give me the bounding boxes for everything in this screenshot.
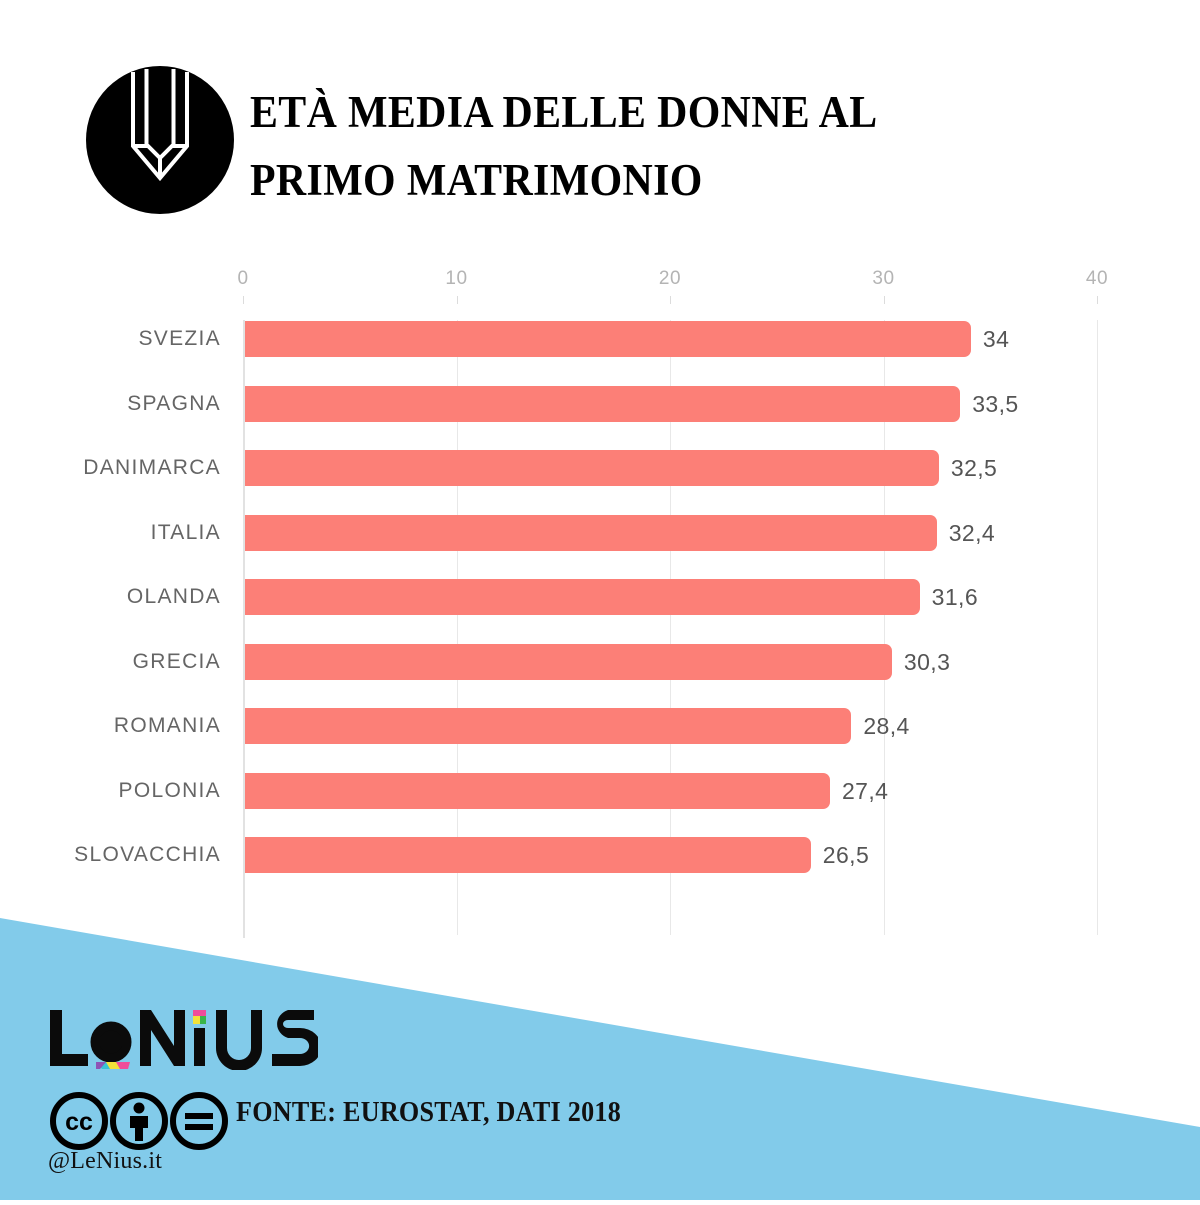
- bar-value-label: 32,4: [948, 519, 996, 546]
- footer: [0, 900, 1200, 1200]
- bar-value-label: 28,4: [863, 713, 910, 739]
- bar[interactable]: [245, 772, 830, 809]
- page-title: ETÀ MEDIA DELLE DONNE AL PRIMO MATRIMONI…: [250, 87, 876, 205]
- bar-category-label: ROMANIA: [113, 714, 221, 737]
- xtick-label-10: 10: [445, 268, 468, 289]
- bar-value-label: 34: [982, 326, 1010, 352]
- site-handle: @LeNius.it: [48, 1148, 163, 1174]
- plot-area: 0 10 20 30 40 SVEZIA 34 SPAGNA 33,5 DANIMARCA 32,5…: [74, 268, 1108, 938]
- creative-commons-icon: cc: [50, 1092, 108, 1150]
- svg-text:cc: cc: [65, 1108, 93, 1136]
- bar-row: OLANDA 31,6: [127, 579, 1097, 615]
- bar-category-label: SLOVACCHIA: [74, 843, 221, 866]
- header: ETÀ MEDIA DELLE DONNE AL PRIMO MATRIMONI…: [0, 0, 1200, 250]
- bar[interactable]: [245, 708, 852, 744]
- bar-category-label: SVEZIA: [138, 327, 221, 350]
- bar-value-label: 26,5: [822, 842, 870, 868]
- bar-row: SVEZIA 34: [139, 321, 1097, 357]
- attribution-person-icon: [110, 1092, 168, 1150]
- xtick-label-40: 40: [1085, 268, 1109, 289]
- lenius-wordmark-logo-icon[interactable]: [48, 1008, 322, 1071]
- bar[interactable]: [245, 514, 937, 551]
- bar[interactable]: [245, 579, 920, 615]
- xtick-label-20: 20: [658, 268, 682, 289]
- xtick-label-0: 0: [237, 268, 249, 289]
- bar-value-label: 31,6: [931, 584, 979, 610]
- xtick-mark-0: [243, 296, 244, 304]
- bar-row: POLONIA 27,4: [119, 772, 1097, 809]
- bar-row: SPAGNA 33,5: [127, 385, 1097, 422]
- bar-row: ROMANIA 28,4: [114, 708, 1097, 744]
- footer-diagonal-background: [0, 900, 1200, 1200]
- bar-category-label: OLANDA: [126, 585, 221, 608]
- bar-value-label: 32,5: [950, 455, 998, 481]
- bar-category-label: SPAGNA: [127, 391, 221, 415]
- xtick-mark-40: [1097, 296, 1098, 304]
- source-caption: FONTE: EUROSTAT, DATI 2018: [236, 1096, 622, 1128]
- xtick-label-30: 30: [872, 268, 895, 289]
- creative-commons-license-icons: cc: [50, 1092, 230, 1150]
- bar-row: GRECIA 30,3: [133, 643, 1097, 680]
- pencil-circle-logo-icon: [86, 66, 234, 214]
- bar-row: ITALIA 32,4: [151, 514, 1097, 551]
- bar-category-label: DANIMARCA: [83, 456, 221, 479]
- bar-row: DANIMARCA 32,5: [83, 450, 1097, 486]
- bar-value-label: 30,3: [903, 648, 951, 675]
- bar-value-label: 33,5: [972, 390, 1019, 417]
- bar[interactable]: [245, 450, 939, 486]
- bar-chart: 0 10 20 30 40 SVEZIA 34 SPAGNA 33,5 DANIMARCA 32,5…: [0, 250, 1200, 938]
- xtick-mark-10: [456, 296, 458, 304]
- bar[interactable]: [245, 837, 811, 873]
- bar[interactable]: [245, 385, 961, 422]
- bar-category-label: GRECIA: [132, 649, 221, 673]
- bar-category-label: ITALIA: [150, 520, 221, 544]
- bar[interactable]: [245, 321, 971, 357]
- gridline-0: [243, 320, 245, 938]
- bar-row: SLOVACCHIA 26,5: [74, 837, 1097, 873]
- gridline-20: [670, 320, 671, 935]
- gridline-10: [456, 320, 458, 935]
- bar-value-label: 27,4: [841, 777, 889, 804]
- xtick-mark-20: [670, 296, 671, 304]
- gridline-30: [883, 320, 885, 935]
- gridline-40: [1097, 320, 1098, 935]
- xtick-mark-30: [883, 296, 885, 304]
- no-derivatives-equals-icon: [170, 1092, 228, 1150]
- bar-category-label: POLONIA: [118, 778, 221, 802]
- bar[interactable]: [245, 643, 892, 680]
